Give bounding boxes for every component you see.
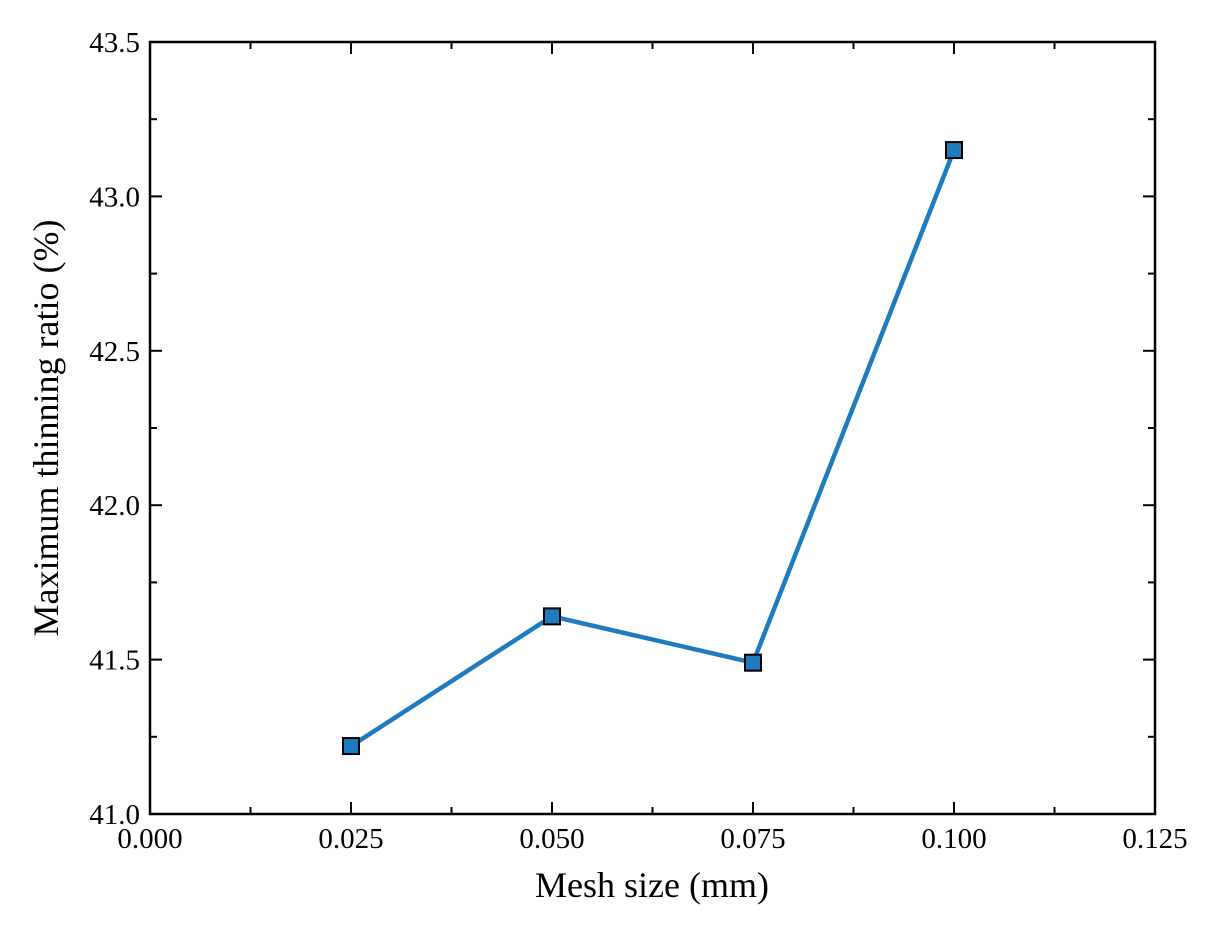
data-point-marker <box>945 141 963 160</box>
y-tick-label: 42.5 <box>89 336 140 368</box>
x-tick-label: 0.025 <box>318 823 383 855</box>
series-layer <box>342 141 963 756</box>
y-tick-label: 43.0 <box>89 181 140 213</box>
y-axis-label: Maximum thinning ratio (%) <box>26 220 66 637</box>
series-line <box>349 149 957 748</box>
tick-labels-layer: 0.000 0.025 0.050 0.075 0.100 0.125 41.0 41.5 42… <box>89 27 1187 855</box>
y-tick-label: 41.5 <box>89 645 140 677</box>
x-tick-label: 0.125 <box>1122 823 1187 855</box>
data-point-marker <box>543 607 561 626</box>
data-point-marker <box>744 653 762 672</box>
ticks-layer <box>149 41 1156 815</box>
y-tick-label: 42.0 <box>89 490 140 522</box>
x-axis-label: Mesh size (mm) <box>535 865 769 905</box>
plot-frame <box>148 40 1157 816</box>
x-tick-label: 0.050 <box>519 823 584 855</box>
x-tick-label: 0.100 <box>921 823 986 855</box>
x-tick-label: 0.075 <box>720 823 785 855</box>
x-tick-label: 0.000 <box>117 823 182 855</box>
data-point-marker <box>342 737 360 756</box>
y-tick-label: 43.5 <box>89 27 140 59</box>
y-tick-label: 41.0 <box>89 799 140 831</box>
